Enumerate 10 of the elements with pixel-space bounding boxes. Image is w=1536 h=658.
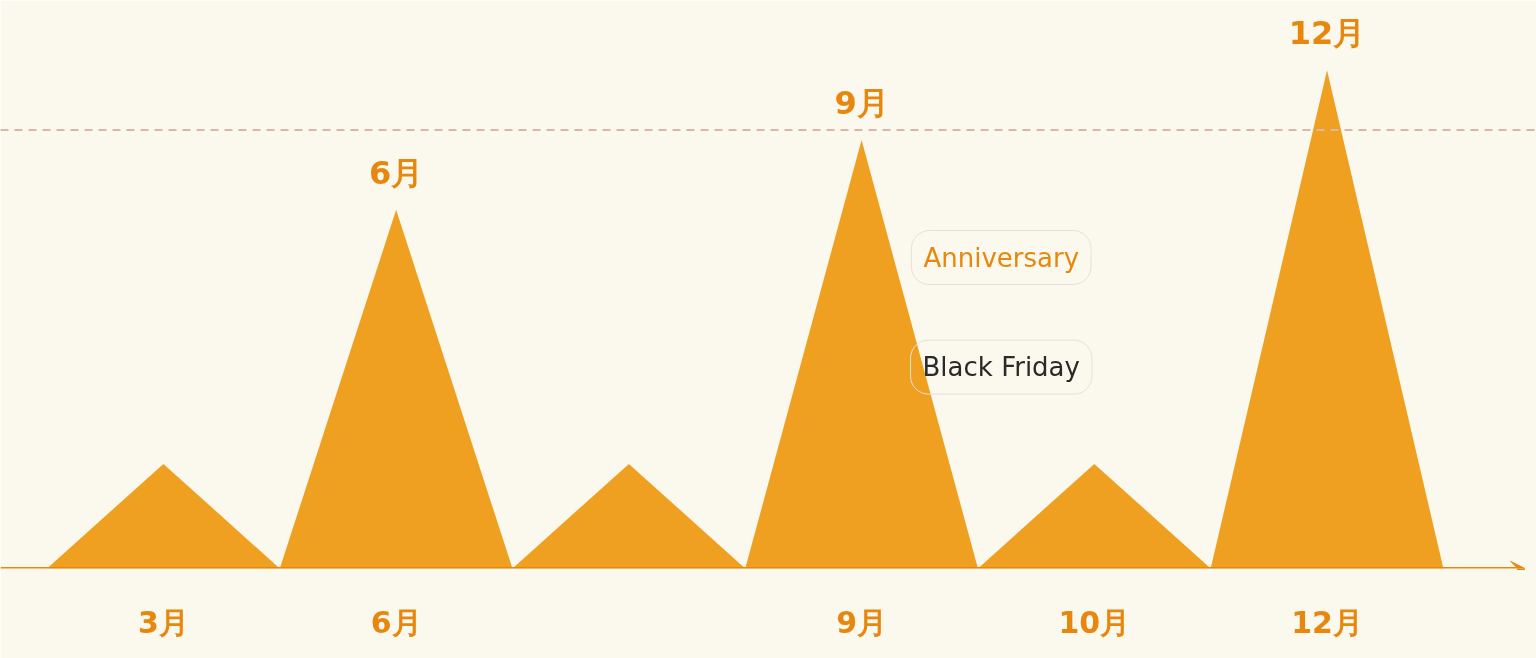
x-tick-label: 3月 [137,604,189,640]
annotation: Anniversary [923,242,1080,273]
x-tick-label: 12月 [1291,604,1363,640]
annotation: 12月 [1288,14,1366,53]
annotation: 9月 [834,84,889,123]
x-tick-label: 6月 [370,604,422,640]
annotation: Black Friday [922,352,1080,383]
x-tick-label: 9月 [836,604,888,640]
annotation: 6月 [369,153,424,192]
x-tick-label: 10月 [1058,604,1131,640]
